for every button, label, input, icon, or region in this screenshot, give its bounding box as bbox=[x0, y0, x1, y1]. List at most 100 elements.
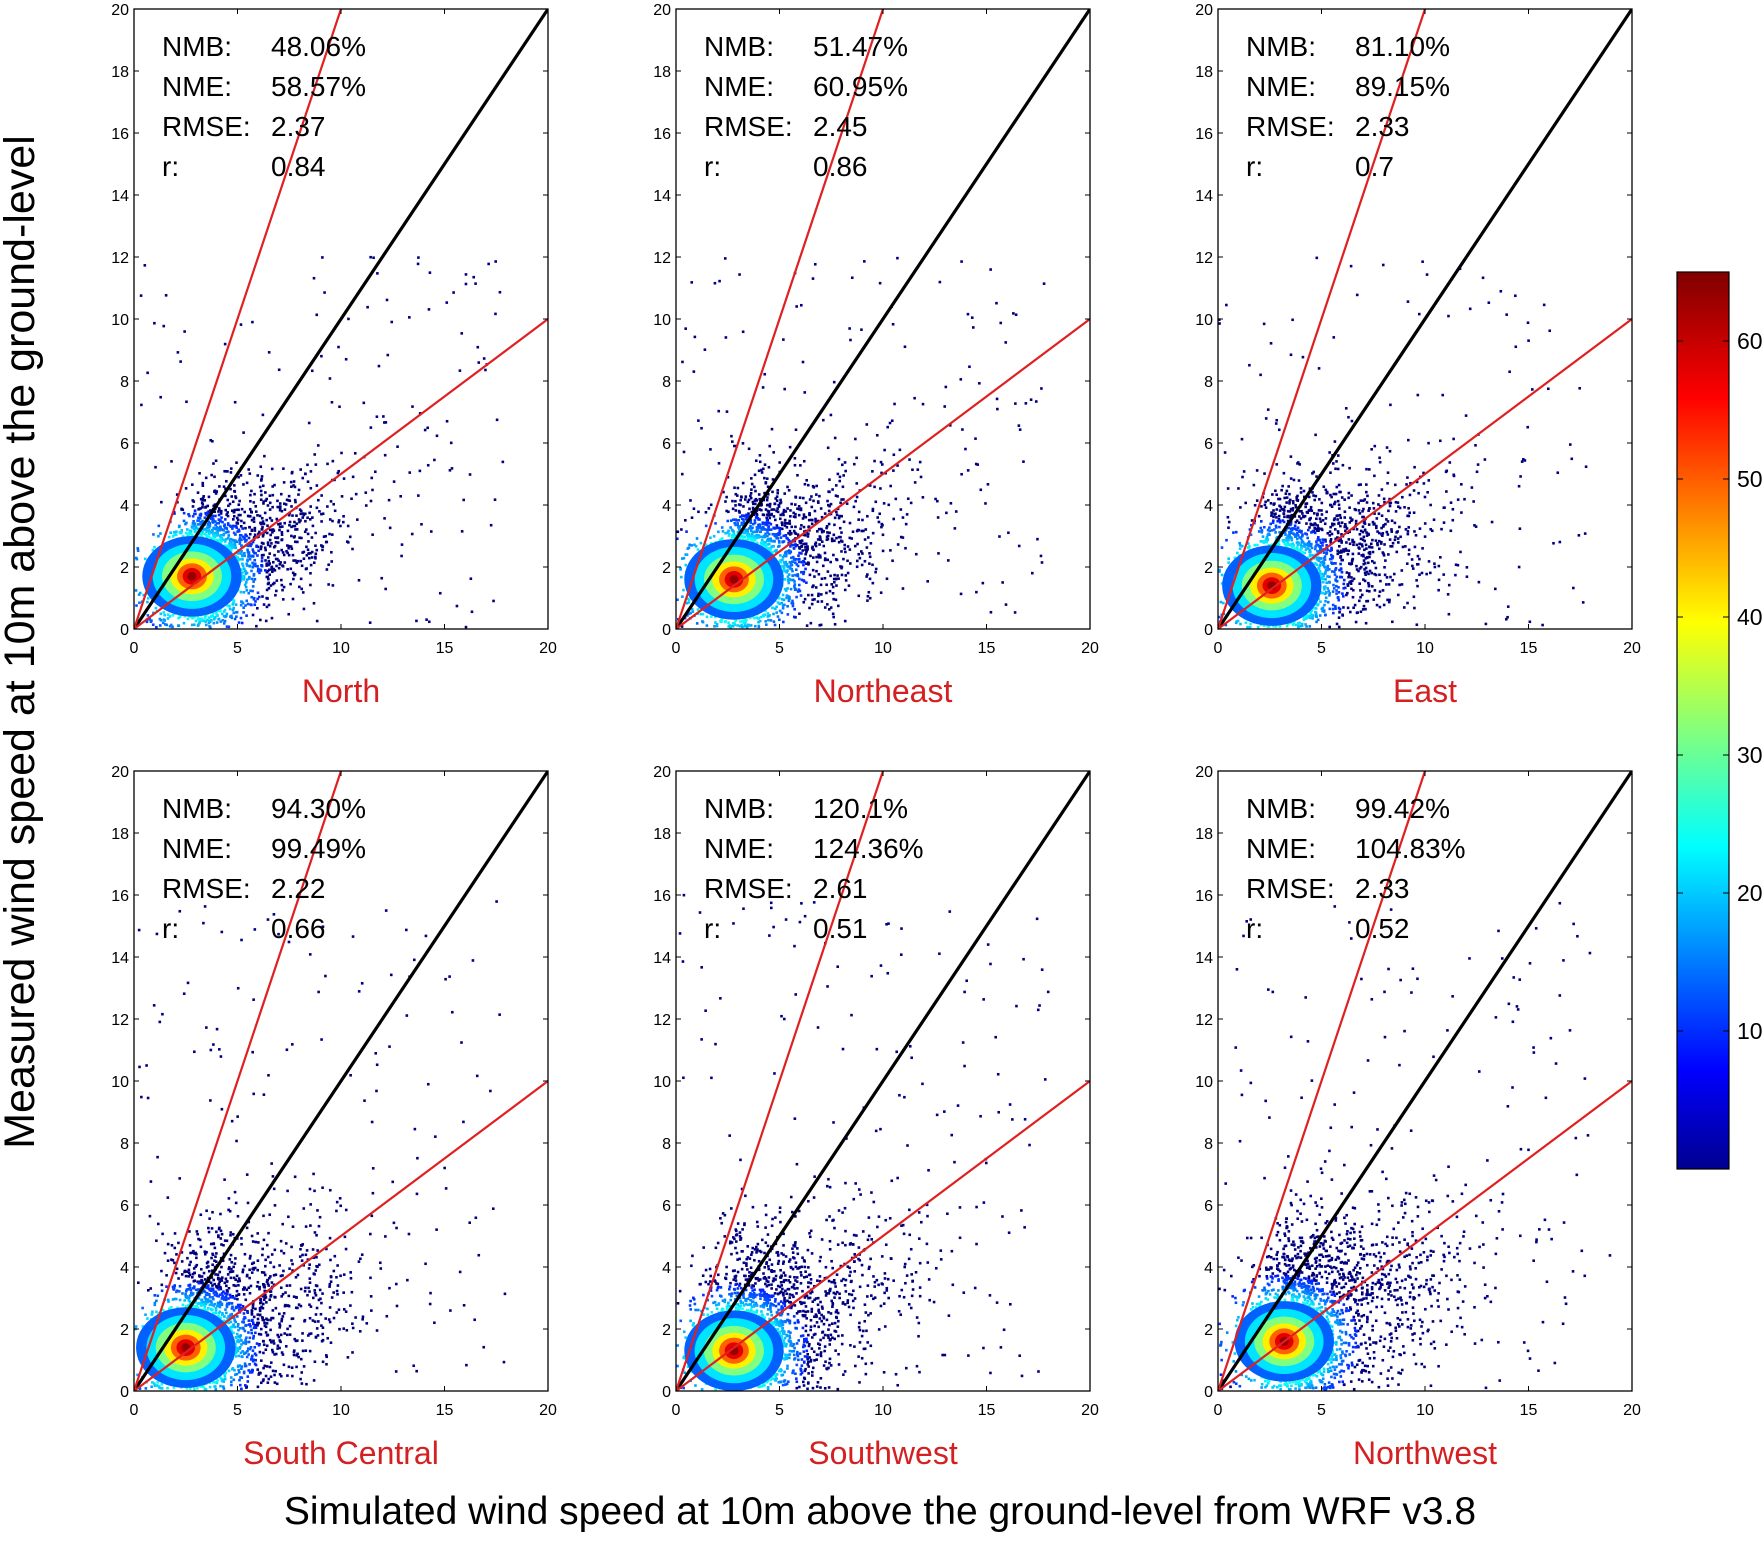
x-tick-label: 15 bbox=[436, 640, 454, 657]
scatter-point-559 bbox=[788, 522, 792, 525]
scatter-point-38 bbox=[1022, 460, 1025, 463]
scatter-point-328 bbox=[833, 623, 837, 626]
scatter-point-754 bbox=[211, 521, 215, 524]
scatter-point-340 bbox=[842, 557, 845, 561]
scatter-point-145 bbox=[1437, 564, 1441, 568]
scatter-point-197 bbox=[322, 535, 326, 538]
scatter-point-40 bbox=[903, 345, 907, 349]
scatter-point-368 bbox=[233, 490, 237, 493]
scatter-point-98 bbox=[803, 391, 807, 394]
scatter-point-696 bbox=[801, 560, 805, 563]
scatter-point-658 bbox=[205, 513, 209, 517]
scatter-point-788 bbox=[238, 540, 242, 544]
scatter-point-76 bbox=[1472, 500, 1475, 503]
scatter-point-730 bbox=[198, 517, 202, 520]
scatter-point-376 bbox=[825, 535, 829, 539]
y-tick-label: 2 bbox=[662, 560, 671, 577]
scatter-point-1007 bbox=[779, 554, 782, 557]
scatter-point-634 bbox=[224, 518, 227, 521]
scatter-point-413 bbox=[833, 573, 836, 577]
scatter-point-421 bbox=[810, 522, 814, 526]
scatter-point-454 bbox=[816, 538, 820, 541]
scatter-point-958 bbox=[746, 529, 750, 533]
scatter-point-65 bbox=[921, 402, 925, 406]
scatter-point-938 bbox=[681, 557, 684, 560]
scatter-point-295 bbox=[1347, 496, 1350, 500]
scatter-point-1135 bbox=[730, 534, 734, 537]
scatter-point-1134 bbox=[197, 533, 201, 536]
scatter-point-181 bbox=[885, 577, 889, 581]
scatter-point-594 bbox=[792, 529, 796, 533]
scatter-point-165 bbox=[880, 522, 884, 526]
scatter-point-533 bbox=[782, 513, 785, 517]
scatter-point-210 bbox=[1415, 579, 1418, 582]
scatter-point-156 bbox=[1386, 481, 1389, 485]
scatter-point-198 bbox=[327, 563, 330, 567]
scatter-point-120 bbox=[316, 444, 320, 447]
scatter-point-402 bbox=[798, 508, 801, 511]
scatter-point-481 bbox=[749, 496, 753, 500]
scatter-point-477 bbox=[825, 583, 828, 587]
scatter-point-201 bbox=[327, 583, 330, 586]
scatter-point-610 bbox=[235, 521, 239, 525]
scatter-point-591 bbox=[769, 513, 773, 517]
scatter-point-514 bbox=[232, 510, 236, 514]
scatter-point-1117 bbox=[205, 533, 208, 537]
scatter-point-585 bbox=[785, 521, 789, 525]
scatter-point-981 bbox=[759, 535, 763, 539]
scatter-point-487 bbox=[274, 557, 278, 561]
scatter-point-708 bbox=[774, 526, 778, 530]
y-tick-label: 2 bbox=[120, 560, 129, 577]
scatter-point-719 bbox=[739, 515, 742, 519]
scatter-point-161 bbox=[1408, 511, 1411, 515]
scatter-point-857 bbox=[793, 583, 797, 586]
scatter-point-317 bbox=[844, 550, 847, 554]
scatter-point-956 bbox=[788, 577, 792, 581]
y-tick-label: 10 bbox=[111, 312, 129, 329]
scatter-point-250 bbox=[763, 463, 767, 466]
scatter-point-898 bbox=[233, 542, 236, 545]
scatter-point-453 bbox=[789, 509, 792, 512]
scatter-point-331 bbox=[835, 536, 838, 540]
scatter-point-837 bbox=[793, 588, 797, 592]
scatter-point-68 bbox=[998, 535, 1001, 538]
scatter-point-110 bbox=[921, 496, 925, 499]
scatter-point-288 bbox=[760, 471, 764, 474]
scatter-point-3 bbox=[1014, 313, 1018, 317]
scatter-point-1048 bbox=[241, 571, 244, 574]
scatter-point-303 bbox=[771, 478, 775, 481]
scatter-point-504 bbox=[818, 554, 822, 557]
scatter-point-329 bbox=[225, 479, 228, 483]
scatter-point-403 bbox=[230, 495, 234, 498]
scatter-point-190 bbox=[1416, 554, 1420, 558]
scatter-point-294 bbox=[1241, 475, 1244, 479]
scatter-point-382 bbox=[278, 528, 281, 532]
scatter-point-743 bbox=[767, 525, 770, 528]
scatter-point-1162 bbox=[187, 533, 191, 537]
scatter-point-338 bbox=[259, 498, 263, 502]
scatter-point-801 bbox=[751, 522, 755, 526]
scatter-point-324 bbox=[1358, 512, 1362, 515]
scatter-point-431 bbox=[196, 491, 200, 494]
scatter-point-414 bbox=[802, 513, 806, 516]
scatter-point-301 bbox=[278, 506, 282, 510]
scatter-point-1016 bbox=[691, 607, 694, 611]
scatter-point-373 bbox=[1363, 529, 1367, 532]
scatter-point-1113 bbox=[781, 569, 785, 573]
scatter-point-394 bbox=[1379, 579, 1382, 583]
scatter-point-396 bbox=[1378, 590, 1382, 593]
scatter-point-1116 bbox=[769, 548, 772, 551]
scatter-point-848 bbox=[740, 523, 744, 526]
scatter-point-272 bbox=[1315, 475, 1318, 478]
scatter-point-32 bbox=[323, 291, 326, 294]
scatter-point-206 bbox=[869, 541, 873, 545]
y-tick-label: 20 bbox=[111, 2, 129, 19]
scatter-point-527 bbox=[772, 508, 776, 511]
scatter-point-514 bbox=[817, 553, 820, 557]
scatter-point-423 bbox=[280, 548, 283, 552]
scatter-point-926 bbox=[242, 590, 246, 594]
scatter-point-130 bbox=[725, 410, 729, 413]
scatter-point-249 bbox=[1390, 530, 1394, 533]
scatter-point-26 bbox=[1355, 293, 1359, 297]
scatter-point-846 bbox=[239, 603, 243, 607]
